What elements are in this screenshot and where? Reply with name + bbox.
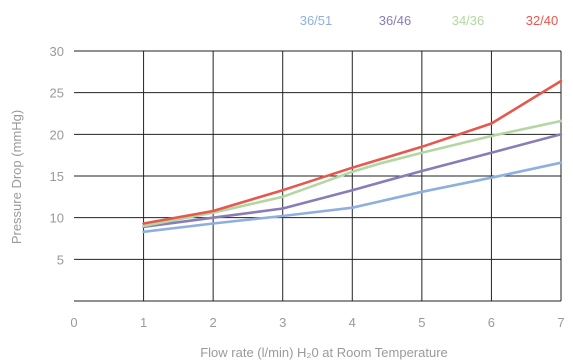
legend-item-32-40: 32/40	[526, 13, 559, 28]
series-line-32-40	[142, 79, 563, 225]
legend-item-34-36: 34/36	[452, 13, 485, 28]
tick-labels: 0 1 2 3 4 5 6 7 5 10 15 20 25 30	[50, 44, 565, 330]
x-tick-label: 2	[210, 315, 217, 330]
legend-item-36-51: 36/51	[300, 13, 333, 28]
x-axis-label: Flow rate (l/min) H₂0 at Room Temperatur…	[200, 345, 448, 360]
x-tick-label: 1	[140, 315, 147, 330]
y-tick-label: 5	[57, 252, 64, 267]
x-tick-label: 5	[418, 315, 425, 330]
series-line-36-51	[142, 161, 563, 234]
x-tick-label: 4	[349, 315, 356, 330]
grid	[74, 50, 562, 301]
x-tick-label: 7	[557, 315, 564, 330]
y-tick-label: 15	[50, 169, 64, 184]
series-lines	[142, 79, 563, 234]
series-line-36-46	[142, 133, 563, 229]
y-tick-label: 20	[50, 127, 64, 142]
y-axis-label: Pressure Drop (mmHg)	[9, 110, 24, 244]
y-tick-label: 10	[50, 211, 64, 226]
x-tick-label: 6	[488, 315, 495, 330]
series-line-34-36	[142, 119, 563, 228]
legend-item-36-46: 36/46	[379, 13, 412, 28]
x-tick-label: 3	[279, 315, 286, 330]
y-tick-label: 25	[50, 86, 64, 101]
x-tick-label: 0	[70, 315, 77, 330]
legend: 36/51 36/46 34/36 32/40	[300, 13, 559, 28]
y-tick-label: 30	[50, 44, 64, 59]
